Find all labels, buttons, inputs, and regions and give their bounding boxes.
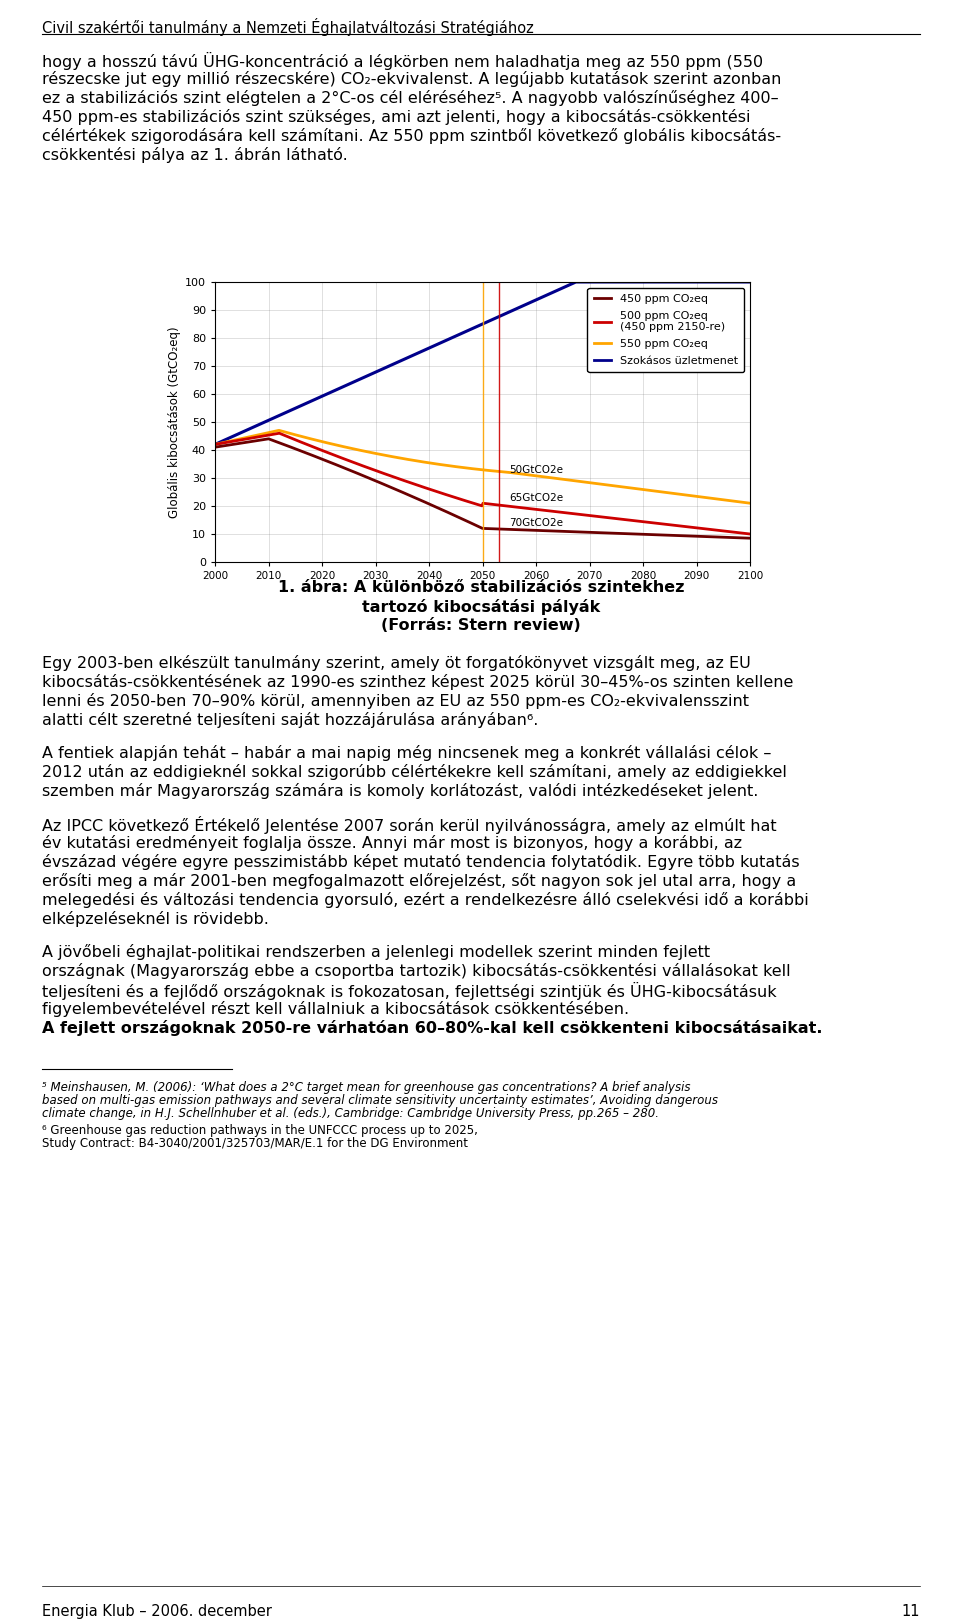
Text: hogy a hosszú távú ÜHG-koncentráció a légkörben nem haladhatja meg az 550 ppm (5: hogy a hosszú távú ÜHG-koncentráció a lé…: [42, 52, 763, 70]
Text: csökkentési pálya az 1. ábrán látható.: csökkentési pálya az 1. ábrán látható.: [42, 148, 348, 162]
Text: Civil szakértői tanulmány a Nemzeti Éghajlatváltozási Stratégiához: Civil szakértői tanulmány a Nemzeti Égha…: [42, 18, 534, 36]
Text: based on multi-gas emission pathways and several climate sensitivity uncertainty: based on multi-gas emission pathways and…: [42, 1093, 718, 1106]
Text: tartozó kibocsátási pályák: tartozó kibocsátási pályák: [362, 599, 600, 615]
Text: (Forrás: Stern review): (Forrás: Stern review): [381, 618, 581, 633]
Text: alatti célt szeretné teljesíteni saját hozzájárulása arányában⁶.: alatti célt szeretné teljesíteni saját h…: [42, 712, 539, 728]
Text: erősíti meg a már 2001-ben megfogalmazott előrejelzést, sőt nagyon sok jel utal : erősíti meg a már 2001-ben megfogalmazot…: [42, 873, 796, 889]
Text: figyelembevételével részt kell vállalniuk a kibocsátások csökkentésében.: figyelembevételével részt kell vállalniu…: [42, 1001, 629, 1017]
Text: A fentiek alapján tehát – habár a mai napig még nincsenek meg a konkrét vállalás: A fentiek alapján tehát – habár a mai na…: [42, 744, 772, 761]
Text: elképzeléseknél is rövidebb.: elképzeléseknél is rövidebb.: [42, 912, 269, 928]
Text: ⁵ Meinshausen, M. (2006): ‘What does a 2°C target mean for greenhouse gas concen: ⁵ Meinshausen, M. (2006): ‘What does a 2…: [42, 1080, 690, 1093]
Text: 450 ppm-es stabilizációs szint szükséges, ami azt jelenti, hogy a kibocsátás-csö: 450 ppm-es stabilizációs szint szükséges…: [42, 109, 751, 125]
Text: Energia Klub – 2006. december: Energia Klub – 2006. december: [42, 1604, 272, 1619]
Text: Study Contract: B4-3040/2001/325703/MAR/E.1 for the DG Environment: Study Contract: B4-3040/2001/325703/MAR/…: [42, 1137, 468, 1150]
Text: A fejlett országoknak 2050-re várhatóan 60–80%-kal kell csökkenteni kibocsátásai: A fejlett országoknak 2050-re várhatóan …: [42, 1020, 823, 1036]
Text: ⁶ Greenhouse gas reduction pathways in the UNFCCC process up to 2025,: ⁶ Greenhouse gas reduction pathways in t…: [42, 1124, 478, 1137]
Legend: 450 ppm CO₂eq, 500 ppm CO₂eq
(450 ppm 2150-re), 550 ppm CO₂eq, Szokásos üzletmen: 450 ppm CO₂eq, 500 ppm CO₂eq (450 ppm 21…: [588, 287, 744, 373]
Text: lenni és 2050-ben 70–90% körül, amennyiben az EU az 550 ppm-es CO₂-ekvivalensszi: lenni és 2050-ben 70–90% körül, amennyib…: [42, 693, 749, 709]
Text: szemben már Magyarország számára is komoly korlátozást, valódi intézkedéseket je: szemben már Magyarország számára is komo…: [42, 783, 758, 800]
Text: részecske jut egy millió részecskére) CO₂-ekvivalenst. A legújabb kutatások szer: részecske jut egy millió részecskére) CO…: [42, 71, 781, 88]
Text: 50GtCO2e: 50GtCO2e: [509, 464, 564, 475]
Text: 70GtCO2e: 70GtCO2e: [509, 517, 564, 527]
Text: Az IPCC következő Értékelő Jelentése 2007 során kerül nyilvánosságra, amely az e: Az IPCC következő Értékelő Jelentése 200…: [42, 816, 777, 834]
Text: teljesíteni és a fejlődő országoknak is fokozatosan, fejlettségi szintjük és ÜHG: teljesíteni és a fejlődő országoknak is …: [42, 981, 777, 1001]
Text: melegedési és változási tendencia gyorsuló, ezért a rendelkezésre álló cselekvés: melegedési és változási tendencia gyorsu…: [42, 892, 808, 908]
Y-axis label: Globális kibocsátások (GtCO₂eq): Globális kibocsátások (GtCO₂eq): [168, 326, 180, 517]
Text: Egy 2003-ben elkészült tanulmány szerint, amely öt forgatókönyvet vizsgált meg, : Egy 2003-ben elkészült tanulmány szerint…: [42, 655, 751, 672]
Text: climate change, in H.J. Schellnhuber et al. (eds.), Cambridge: Cambridge Univers: climate change, in H.J. Schellnhuber et …: [42, 1106, 659, 1121]
Text: 65GtCO2e: 65GtCO2e: [509, 493, 564, 503]
Text: országnak (Magyarország ebbe a csoportba tartozik) kibocsátás-csökkentési vállal: országnak (Magyarország ebbe a csoportba…: [42, 963, 791, 980]
Text: 2012 után az eddigieknél sokkal szigorúbb célértékekre kell számítani, amely az : 2012 után az eddigieknél sokkal szigorúb…: [42, 764, 787, 780]
Text: év kutatási eredményeit foglalja össze. Annyi már most is bizonyos, hogy a koráb: év kutatási eredményeit foglalja össze. …: [42, 835, 742, 852]
Text: ez a stabilizációs szint elégtelen a 2°C-os cél eléréséhez⁵. A nagyobb valószínű: ez a stabilizációs szint elégtelen a 2°C…: [42, 89, 779, 105]
Text: évszázad végére egyre pesszimistább képet mutató tendencia folytatódik. Egyre tö: évszázad végére egyre pesszimistább képe…: [42, 855, 800, 869]
Text: 1. ábra: A különböző stabilizációs szintekhez: 1. ábra: A különböző stabilizációs szint…: [277, 581, 684, 595]
Text: 11: 11: [901, 1604, 920, 1619]
Text: A jövőbeli éghajlat-politikai rendszerben a jelenlegi modellek szerint minden fe: A jövőbeli éghajlat-politikai rendszerbe…: [42, 944, 710, 960]
Text: célértékek szigorodására kell számítani. Az 550 ppm szintből következő globális : célértékek szigorodására kell számítani.…: [42, 128, 781, 144]
Text: kibocsátás-csökkentésének az 1990-es szinthez képest 2025 körül 30–45%-os szinte: kibocsátás-csökkentésének az 1990-es szi…: [42, 675, 793, 689]
